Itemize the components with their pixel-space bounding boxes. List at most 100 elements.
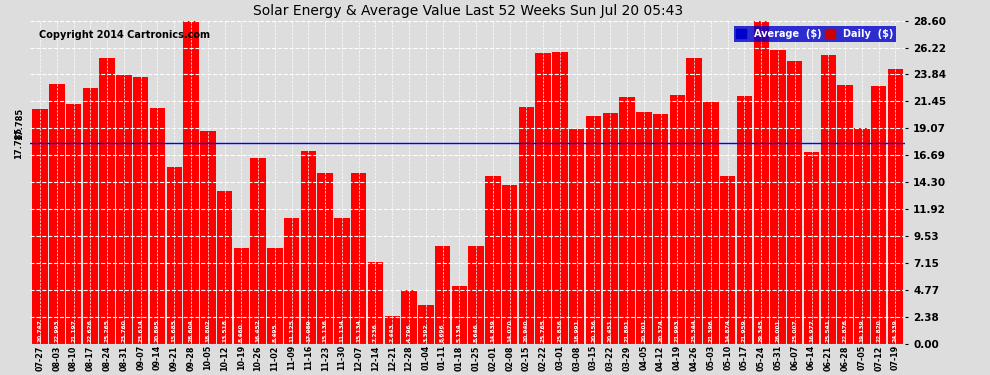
Bar (33, 110, 48, 344)
Bar (284, 218, 299, 344)
Text: 21.891: 21.891 (625, 320, 630, 342)
Text: 25.765: 25.765 (541, 319, 545, 342)
Text: 3.392: 3.392 (424, 324, 429, 342)
Bar (367, 262, 383, 344)
Bar (652, 114, 668, 344)
Bar (552, 52, 567, 344)
Bar (66, 104, 81, 344)
Text: 4.796: 4.796 (407, 324, 412, 342)
Text: 16.452: 16.452 (255, 319, 260, 342)
Bar (451, 286, 467, 344)
Text: 29.345: 29.345 (758, 320, 763, 342)
Bar (133, 77, 148, 344)
Text: 25.265: 25.265 (105, 319, 110, 342)
Bar (166, 166, 182, 344)
Bar (318, 173, 333, 344)
Bar (234, 248, 249, 344)
Text: 8.696: 8.696 (441, 324, 446, 342)
Text: 14.070: 14.070 (507, 320, 512, 342)
Text: 23.614: 23.614 (139, 319, 144, 342)
Bar (183, 21, 199, 344)
Text: 8.495: 8.495 (272, 324, 277, 342)
Text: 17.785: 17.785 (14, 127, 23, 159)
Bar (401, 290, 417, 344)
Bar (603, 113, 618, 344)
Text: 20.156: 20.156 (591, 320, 596, 342)
Text: 13.518: 13.518 (222, 319, 227, 342)
Text: 11.134: 11.134 (340, 319, 345, 342)
Text: 20.374: 20.374 (658, 320, 663, 342)
Bar (83, 88, 98, 344)
Title: Solar Energy & Average Value Last 52 Weeks Sun Jul 20 05:43: Solar Energy & Average Value Last 52 Wee… (252, 4, 683, 18)
Bar (620, 96, 635, 344)
Bar (888, 69, 903, 344)
Bar (838, 86, 852, 344)
Text: 14.839: 14.839 (490, 320, 495, 342)
Bar (267, 248, 282, 344)
Bar (418, 306, 434, 344)
Text: 21.197: 21.197 (71, 320, 76, 342)
Bar (586, 116, 601, 344)
Text: 22.876: 22.876 (842, 319, 847, 342)
Bar (149, 108, 165, 344)
Bar (468, 246, 484, 344)
Text: 20.451: 20.451 (608, 320, 613, 342)
Bar (536, 53, 550, 344)
Bar (335, 218, 349, 344)
Text: 22.993: 22.993 (54, 320, 59, 342)
Bar (301, 151, 316, 344)
Text: 18.802: 18.802 (205, 320, 210, 342)
Bar (502, 185, 518, 344)
Text: 8.460: 8.460 (239, 324, 244, 342)
Bar (435, 246, 450, 344)
Text: 25.836: 25.836 (557, 319, 562, 342)
Text: 21.959: 21.959 (742, 320, 747, 342)
Bar (351, 173, 366, 344)
Bar (99, 58, 115, 344)
Bar (569, 129, 584, 344)
Text: 20.747: 20.747 (38, 320, 43, 342)
Bar (50, 84, 64, 344)
Text: 7.236: 7.236 (373, 323, 378, 342)
Text: 22.820: 22.820 (876, 320, 881, 342)
Text: Copyright 2014 Cartronics.com: Copyright 2014 Cartronics.com (39, 30, 210, 40)
Bar (485, 176, 501, 344)
Text: 15.685: 15.685 (171, 319, 177, 342)
Bar (200, 131, 216, 344)
Bar (686, 57, 702, 344)
Text: 20.501: 20.501 (642, 320, 646, 342)
Bar (787, 62, 803, 344)
Bar (519, 107, 535, 344)
Text: 23.760: 23.760 (122, 320, 127, 342)
Text: 20.895: 20.895 (155, 320, 160, 342)
Text: 11.125: 11.125 (289, 319, 294, 342)
Text: 5.134: 5.134 (456, 323, 462, 342)
Text: 15.136: 15.136 (323, 319, 328, 342)
Text: 21.396: 21.396 (709, 320, 714, 342)
Bar (250, 158, 265, 344)
Text: 17.785: 17.785 (15, 107, 24, 140)
Text: 14.874: 14.874 (726, 319, 731, 342)
Bar (770, 50, 786, 344)
Bar (637, 112, 651, 344)
Bar (854, 128, 869, 344)
Text: 20.940: 20.940 (524, 320, 529, 342)
Text: 21.993: 21.993 (675, 320, 680, 342)
Text: 22.626: 22.626 (88, 319, 93, 342)
Bar (116, 75, 132, 344)
Text: 18.991: 18.991 (574, 320, 579, 342)
Bar (737, 96, 752, 344)
Text: 15.134: 15.134 (356, 319, 361, 342)
Bar (804, 152, 820, 344)
Text: 25.541: 25.541 (826, 319, 831, 342)
Bar (871, 86, 886, 344)
Text: 2.443: 2.443 (390, 323, 395, 342)
Text: 25.344: 25.344 (692, 319, 697, 342)
Bar (384, 316, 400, 344)
Text: 8.646: 8.646 (473, 323, 478, 342)
Bar (669, 95, 685, 344)
Bar (703, 102, 719, 344)
Text: 19.139: 19.139 (859, 320, 864, 342)
Bar (720, 176, 736, 344)
Bar (753, 12, 769, 344)
